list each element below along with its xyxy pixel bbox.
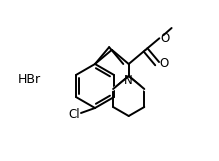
Text: HBr: HBr: [18, 72, 41, 85]
Text: O: O: [159, 57, 168, 70]
Text: N: N: [124, 74, 133, 86]
Text: O: O: [160, 32, 170, 45]
Text: Cl: Cl: [68, 108, 80, 120]
